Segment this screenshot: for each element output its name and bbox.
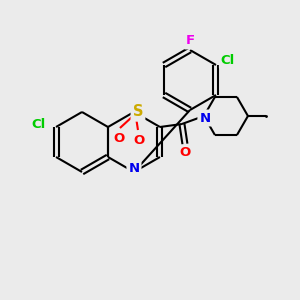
Text: O: O (133, 134, 145, 146)
Text: F: F (185, 34, 195, 47)
Text: N: N (200, 112, 211, 124)
Text: Cl: Cl (221, 55, 235, 68)
Text: O: O (113, 131, 124, 145)
Text: N: N (128, 163, 140, 176)
Text: S: S (133, 104, 143, 119)
Text: O: O (179, 146, 191, 160)
Text: Cl: Cl (31, 118, 45, 130)
